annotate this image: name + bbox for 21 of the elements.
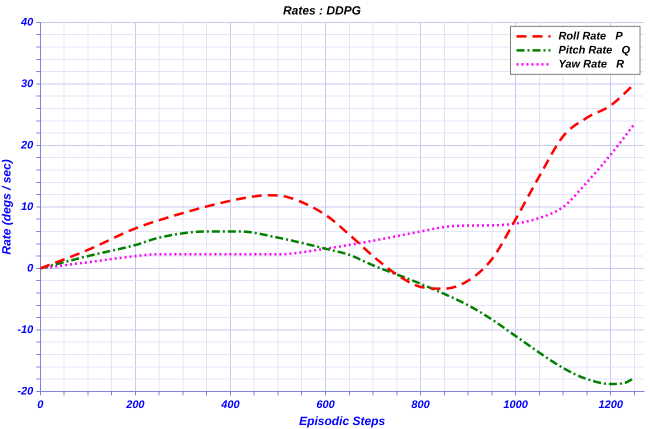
y-tick-label: -20 <box>17 385 34 398</box>
y-tick-label: 20 <box>20 139 34 152</box>
line-series <box>40 122 636 270</box>
x-tick-label: 0 <box>37 399 44 412</box>
y-axis-title: Rate (degs / sec) <box>0 159 14 255</box>
legend-label: Pitch Rate Q <box>558 44 630 56</box>
y-tick-label: 0 <box>27 262 34 274</box>
y-tick-label: -10 <box>17 324 34 336</box>
x-tick-label: 1200 <box>598 399 624 412</box>
x-axis-title: Episodic Steps <box>299 414 386 428</box>
chart-title: Rates : DDPG <box>282 4 362 18</box>
y-tick-label: 30 <box>21 78 34 90</box>
y-tick-label: 40 <box>20 16 34 28</box>
x-tick-label: 600 <box>316 399 336 412</box>
legend-label: Yaw Rate R <box>558 58 624 70</box>
x-tick-label: 800 <box>411 399 431 412</box>
x-tick-label: 200 <box>125 399 146 412</box>
x-tick-label: 400 <box>220 399 240 412</box>
x-tick-label: 1000 <box>503 399 529 412</box>
legend-label: Roll Rate P <box>558 30 624 42</box>
y-tick-label: 10 <box>21 200 34 213</box>
